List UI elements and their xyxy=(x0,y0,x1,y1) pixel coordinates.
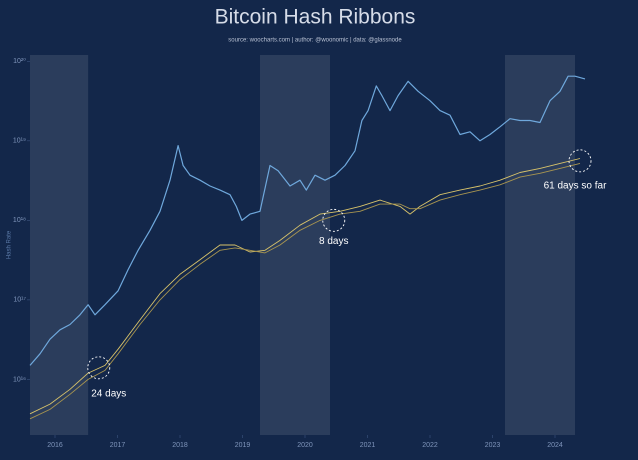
x-tick-label: 2016 xyxy=(47,442,63,449)
annotation-circle xyxy=(568,149,592,173)
shaded-region xyxy=(30,55,89,435)
y-tick-label: 10¹⁹ xyxy=(13,138,26,145)
series-line xyxy=(29,75,586,366)
shaded-region xyxy=(505,55,575,435)
series-line xyxy=(29,158,581,415)
x-tick-label: 2021 xyxy=(360,442,376,449)
annotation-circle xyxy=(87,356,111,380)
annotation-text: 8 days xyxy=(319,236,348,247)
x-tick-label: 2019 xyxy=(235,442,251,449)
shaded-region xyxy=(260,55,330,435)
annotation-text: 61 days so far xyxy=(544,180,607,191)
x-tick-label: 2023 xyxy=(485,442,501,449)
y-tick-label: 10¹⁶ xyxy=(13,376,26,383)
x-tick-label: 2022 xyxy=(422,442,438,449)
series-line xyxy=(29,162,581,420)
y-tick-label: 10¹⁸ xyxy=(13,217,26,224)
x-tick-label: 2018 xyxy=(172,442,188,449)
annotation-circle xyxy=(322,208,346,232)
annotation-text: 24 days xyxy=(91,388,126,399)
x-tick-label: 2020 xyxy=(297,442,313,449)
chart-title: Bitcoin Hash Ribbons xyxy=(215,6,416,29)
y-tick-label: 10²⁰ xyxy=(13,57,26,65)
x-tick-label: 2017 xyxy=(110,442,126,449)
x-tick-label: 2024 xyxy=(547,442,563,449)
chart-subtitle: source: woocharts.com | author: @woonomi… xyxy=(228,38,402,44)
y-axis-label: Hash Rate xyxy=(7,230,13,259)
y-tick-label: 10¹⁷ xyxy=(13,297,26,304)
